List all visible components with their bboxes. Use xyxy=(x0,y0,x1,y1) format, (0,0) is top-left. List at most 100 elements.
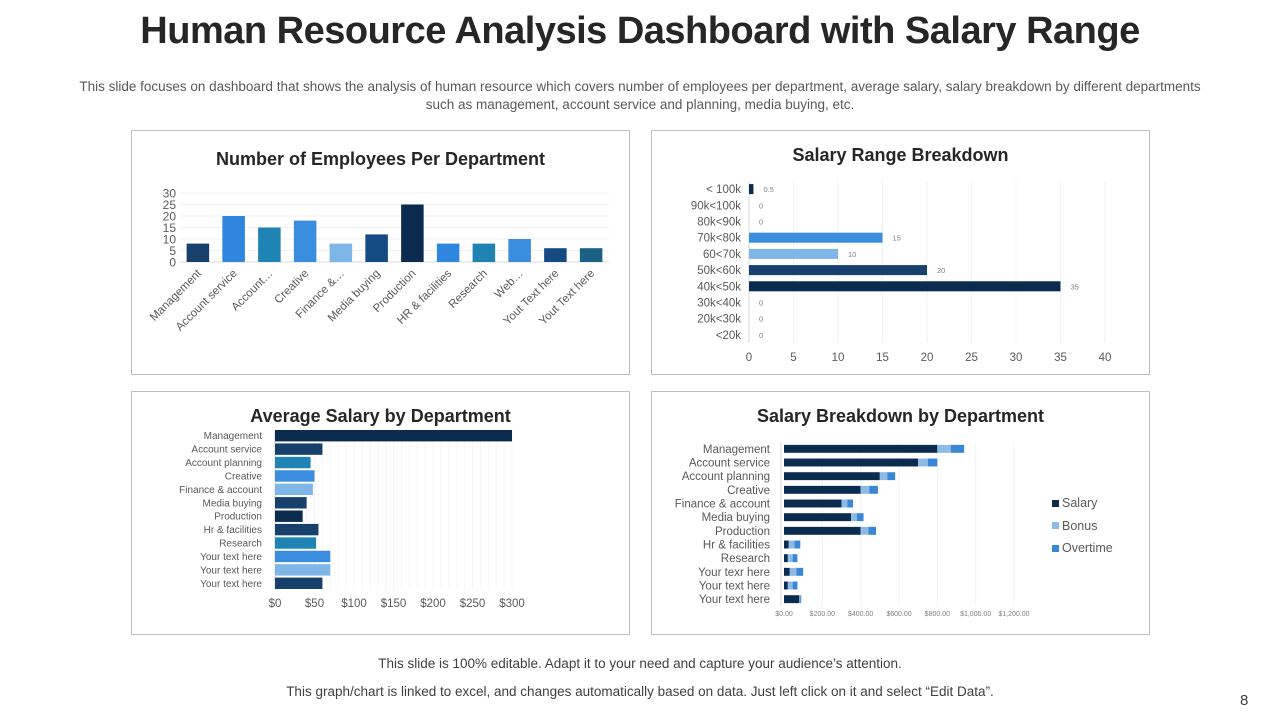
bar-creative-salary xyxy=(784,485,861,494)
y-tick-label: Your texr here xyxy=(698,567,770,579)
bar-production-overtime xyxy=(868,526,876,535)
x-tick-label: 10 xyxy=(832,352,845,364)
y-tick-label: 15 xyxy=(163,221,177,235)
x-tick-label: $600.00 xyxy=(886,611,911,618)
y-tick-label: Media buying xyxy=(702,512,770,524)
data-label: 20 xyxy=(937,266,945,275)
legend-swatch-salary xyxy=(1052,499,1059,507)
bar-management-overtime xyxy=(950,444,965,453)
y-tick-label: Your text here xyxy=(200,552,262,563)
y-tick-label: 30k<40k xyxy=(697,298,741,310)
bar-your-texr-here-bonus xyxy=(789,567,797,576)
bar-finance-account-salary xyxy=(784,499,842,508)
y-tick-label: 40k<50k xyxy=(697,281,741,293)
data-label: 10 xyxy=(848,250,856,259)
bar-production-salary xyxy=(784,526,861,535)
data-label: 0 xyxy=(759,331,763,340)
bar-your-text-here-salary xyxy=(784,581,788,590)
y-tick-label: Production xyxy=(715,526,770,538)
bar-production-bonus xyxy=(860,526,869,535)
x-tick-label: 5 xyxy=(790,352,796,364)
bar-hr-facilities-bonus xyxy=(788,540,795,549)
x-tick-label: Research xyxy=(447,268,490,311)
legend-item-overtime: Overtime xyxy=(1052,537,1113,560)
x-tick-label: $200 xyxy=(420,598,446,610)
legend-swatch-overtime xyxy=(1052,544,1059,552)
data-label: 0 xyxy=(759,201,763,210)
legend-label-overtime: Overtime xyxy=(1062,541,1113,556)
salary-range-chart-title: Salary Range Breakdown xyxy=(792,145,1009,165)
bar-production xyxy=(275,510,303,522)
bar-creative-overtime xyxy=(869,485,878,494)
avg-salary-chart-panel[interactable]: Average Salary by Department $0 $50 $100 $1… xyxy=(131,391,630,635)
data-label: 0.5 xyxy=(763,185,773,194)
bar-50k-60k xyxy=(749,265,927,276)
x-tick-label: Account service xyxy=(174,268,240,334)
bar-media-buying xyxy=(275,497,307,509)
y-tick-label: 20 xyxy=(163,210,177,224)
y-tick-label: 90k<100k xyxy=(691,200,741,212)
bar-your-text-here xyxy=(275,550,331,563)
y-tick-label: 0 xyxy=(169,256,176,270)
bar-your-text-here xyxy=(275,564,331,576)
bar-management-bonus xyxy=(937,444,951,453)
bar-creative xyxy=(293,220,317,262)
y-tick-label: Your text here xyxy=(699,594,770,606)
page-number: 8 xyxy=(1240,692,1249,709)
bar-media-buying-salary xyxy=(784,513,852,522)
y-tick-label: 30 xyxy=(163,187,177,201)
x-tick-label: $0.00 xyxy=(775,611,793,618)
data-label: 0 xyxy=(759,218,763,227)
salary-breakdown-chart-panel[interactable]: Salary Breakdown by Department $0.00 $200… xyxy=(651,391,1150,635)
bar-hr-facilities xyxy=(436,243,460,262)
bar-management xyxy=(186,243,210,262)
data-label: 0 xyxy=(759,299,763,308)
avg-salary-chart-title: Average Salary by Department xyxy=(250,406,511,426)
bar-your-texr-here-salary xyxy=(784,567,790,576)
bar-research xyxy=(275,537,317,549)
salary-range-chart-panel[interactable]: Salary Range Breakdown 0 5 10 15 20 25 30 35 40 <… xyxy=(651,130,1150,375)
legend-label-salary: Salary xyxy=(1062,496,1098,511)
bar-finance-account-bonus xyxy=(841,499,848,508)
bar-media-buying xyxy=(365,234,388,262)
bar-research xyxy=(472,243,496,262)
bar-research-salary xyxy=(784,554,788,563)
y-tick-label: Media buying xyxy=(203,498,262,509)
y-tick-label: Research xyxy=(219,539,262,550)
x-tick-label: Web… xyxy=(493,268,526,301)
y-tick-label: 20k<30k xyxy=(697,314,741,326)
y-tick-label: 80k<90k xyxy=(697,217,741,229)
x-tick-label: $800.00 xyxy=(925,611,950,618)
bar-account-planning-bonus xyxy=(879,472,888,481)
employees-chart-panel[interactable]: Number of Employees Per Department 0 5 10 1… xyxy=(131,130,630,375)
bar-your-texr-here-overtime xyxy=(796,567,804,576)
x-tick-label: $50 xyxy=(305,598,324,610)
y-tick-label: Finance & account xyxy=(675,499,771,511)
x-tick-label: $1,200.00 xyxy=(998,611,1029,618)
bar-your-text-here-salary xyxy=(784,595,800,604)
bar-hr-facilities xyxy=(275,523,319,536)
x-tick-label: $300 xyxy=(499,598,525,610)
x-tick-label: 20 xyxy=(921,352,934,364)
bar-yout-text-here xyxy=(544,248,567,262)
bar-management-salary xyxy=(784,444,938,453)
bar-account-service-salary xyxy=(784,458,919,467)
bar-account-planning-overtime xyxy=(887,472,896,481)
y-tick-label: Account planning xyxy=(185,458,262,469)
data-label: 0 xyxy=(759,315,763,324)
y-tick-label: <20k xyxy=(716,330,742,342)
bar-your-text-here-overtime xyxy=(792,581,798,590)
x-tick-label: 0 xyxy=(746,352,752,364)
bar-your-text-here-bonus xyxy=(787,581,793,590)
data-label: 15 xyxy=(893,234,901,243)
data-label: 35 xyxy=(1071,282,1079,291)
y-tick-label: Creative xyxy=(225,471,263,482)
bar-40k-50k xyxy=(749,281,1061,292)
y-tick-label: 10 xyxy=(163,233,177,247)
bar-account-planning-salary xyxy=(784,472,880,481)
y-tick-label: Your text here xyxy=(200,565,262,576)
y-tick-label: Management xyxy=(204,431,263,442)
avg-salary-chart: $0 $50 $100 $150 $200 $250 $300 Management Accou… xyxy=(179,429,525,610)
bar-account-planning xyxy=(275,456,311,469)
